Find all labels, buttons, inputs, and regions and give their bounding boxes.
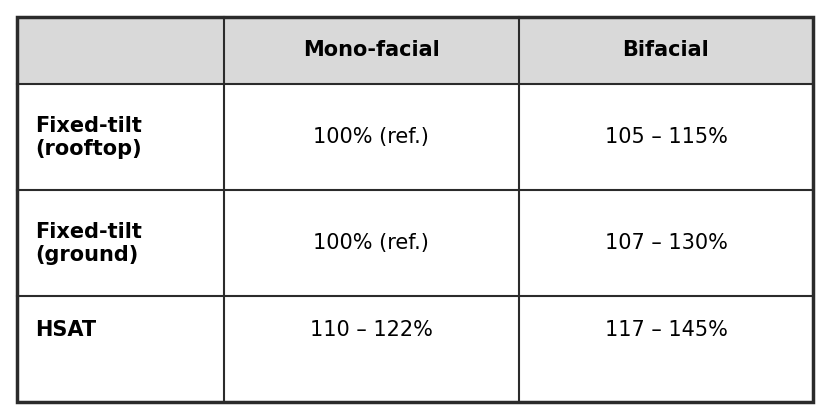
- Bar: [17, 190, 224, 296]
- Bar: [224, 296, 519, 364]
- Text: 105 – 115%: 105 – 115%: [604, 127, 727, 147]
- Text: 100% (ref.): 100% (ref.): [313, 127, 429, 147]
- Text: 100% (ref.): 100% (ref.): [313, 233, 429, 253]
- Bar: [519, 190, 813, 296]
- Text: 110 – 122%: 110 – 122%: [310, 320, 432, 340]
- Bar: [17, 84, 224, 190]
- Bar: [519, 84, 813, 190]
- Text: 117 – 145%: 117 – 145%: [604, 320, 727, 340]
- Bar: [17, 296, 224, 364]
- Text: Mono-facial: Mono-facial: [303, 41, 440, 60]
- Text: Fixed-tilt
(ground): Fixed-tilt (ground): [35, 222, 142, 265]
- Bar: [519, 17, 813, 84]
- Text: 107 – 130%: 107 – 130%: [604, 233, 727, 253]
- Bar: [224, 17, 519, 84]
- Bar: [224, 84, 519, 190]
- Bar: [224, 190, 519, 296]
- Text: Fixed-tilt
(rooftop): Fixed-tilt (rooftop): [35, 116, 142, 159]
- Text: HSAT: HSAT: [35, 320, 96, 340]
- Bar: [17, 17, 224, 84]
- Bar: [519, 296, 813, 364]
- Text: Bifacial: Bifacial: [622, 41, 710, 60]
